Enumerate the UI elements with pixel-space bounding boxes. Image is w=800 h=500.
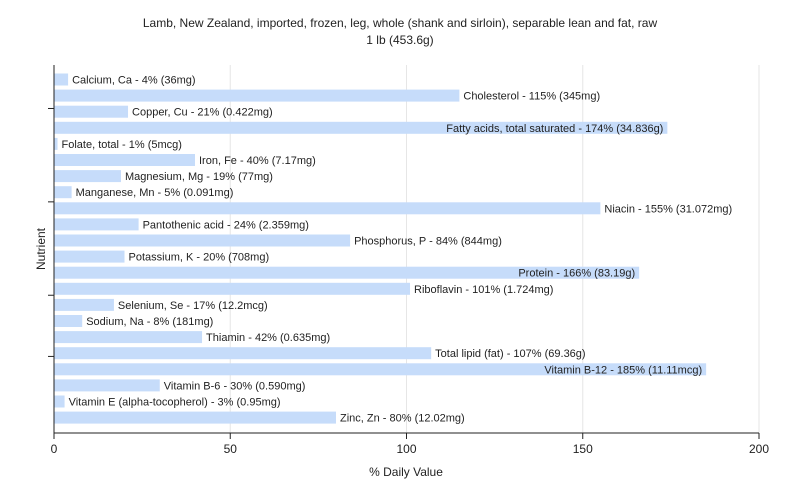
bar-label-3: Fatty acids, total saturated - 174% (34.…	[446, 123, 663, 135]
bar-14	[54, 298, 114, 311]
x-tick-label-100: 100	[396, 442, 416, 456]
bar-labels: Calcium, Ca - 4% (36mg) Cholesterol - 115…	[62, 75, 733, 425]
bar-13	[54, 282, 411, 295]
bar-label-5: Iron, Fe - 40% (7.17mg)	[199, 155, 316, 167]
x-tick-label-200: 200	[749, 442, 769, 456]
bar-10	[54, 234, 351, 247]
bar-20	[54, 395, 65, 408]
bar-17	[54, 347, 432, 360]
bar-label-8: Niacin - 155% (31.072mg)	[604, 203, 732, 215]
bar-label-9: Pantothenic acid - 24% (2.359mg)	[143, 219, 309, 231]
bar-4	[54, 137, 58, 150]
bar-1	[54, 89, 460, 102]
grid-lines	[229, 65, 760, 433]
bar-2	[54, 105, 129, 118]
bar-label-19: Vitamin B-6 - 30% (0.590mg)	[164, 380, 306, 392]
bar-5	[54, 154, 195, 166]
y-axis-label: Nutrient	[34, 227, 48, 270]
bar-0	[54, 73, 69, 86]
bar-label-4: Folate, total - 1% (5mcg)	[62, 139, 182, 151]
bar-label-15: Sodium, Na - 8% (181mg)	[86, 316, 213, 328]
x-axis-label: % Daily Value	[369, 465, 443, 479]
bar-16	[54, 331, 203, 344]
bar-12	[54, 266, 640, 279]
bar-label-14: Selenium, Se - 17% (12.2mcg)	[118, 300, 268, 312]
chart-title: Lamb, New Zealand, imported, frozen, leg…	[143, 16, 658, 30]
bar-7	[54, 186, 72, 199]
bar-label-7: Manganese, Mn - 5% (0.091mg)	[76, 187, 234, 199]
bar-label-1: Cholesterol - 115% (345mg)	[463, 91, 600, 103]
bar-label-6: Magnesium, Mg - 19% (77mg)	[125, 171, 273, 183]
bar-label-16: Thiamin - 42% (0.635mg)	[206, 332, 330, 344]
x-axis-ticks: 0 50 100 150 200	[51, 433, 769, 456]
bars	[54, 73, 707, 424]
bar-label-17: Total lipid (fat) - 107% (69.36g)	[435, 348, 585, 360]
x-tick-label-50: 50	[224, 442, 238, 456]
bar-label-18: Vitamin B-12 - 185% (11.11mcg)	[544, 364, 702, 376]
bar-19	[54, 379, 160, 392]
bar-label-12: Protein - 166% (83.19g)	[518, 268, 635, 280]
bar-11	[54, 250, 125, 263]
bar-6	[54, 170, 121, 183]
bar-3	[54, 121, 668, 134]
bar-label-21: Zinc, Zn - 80% (12.02mg)	[340, 413, 465, 425]
bar-label-0: Calcium, Ca - 4% (36mg)	[72, 75, 195, 87]
bar-9	[54, 218, 139, 231]
bar-label-11: Potassium, K - 20% (708mg)	[129, 252, 270, 264]
bar-label-20: Vitamin E (alpha-tocopherol) - 3% (0.95m…	[69, 397, 281, 409]
bar-label-10: Phosphorus, P - 84% (844mg)	[354, 236, 502, 248]
x-tick-label-150: 150	[573, 442, 593, 456]
chart-subtitle: 1 lb (453.6g)	[366, 33, 433, 47]
bar-21	[54, 411, 336, 424]
bar-15	[54, 315, 83, 327]
x-tick-label-0: 0	[51, 442, 58, 456]
bar-label-13: Riboflavin - 101% (1.724mg)	[414, 284, 553, 296]
bar-8	[54, 202, 601, 215]
bar-18	[54, 363, 707, 376]
y-axis-ticks	[48, 107, 54, 357]
bar-label-2: Copper, Cu - 21% (0.422mg)	[132, 107, 273, 119]
